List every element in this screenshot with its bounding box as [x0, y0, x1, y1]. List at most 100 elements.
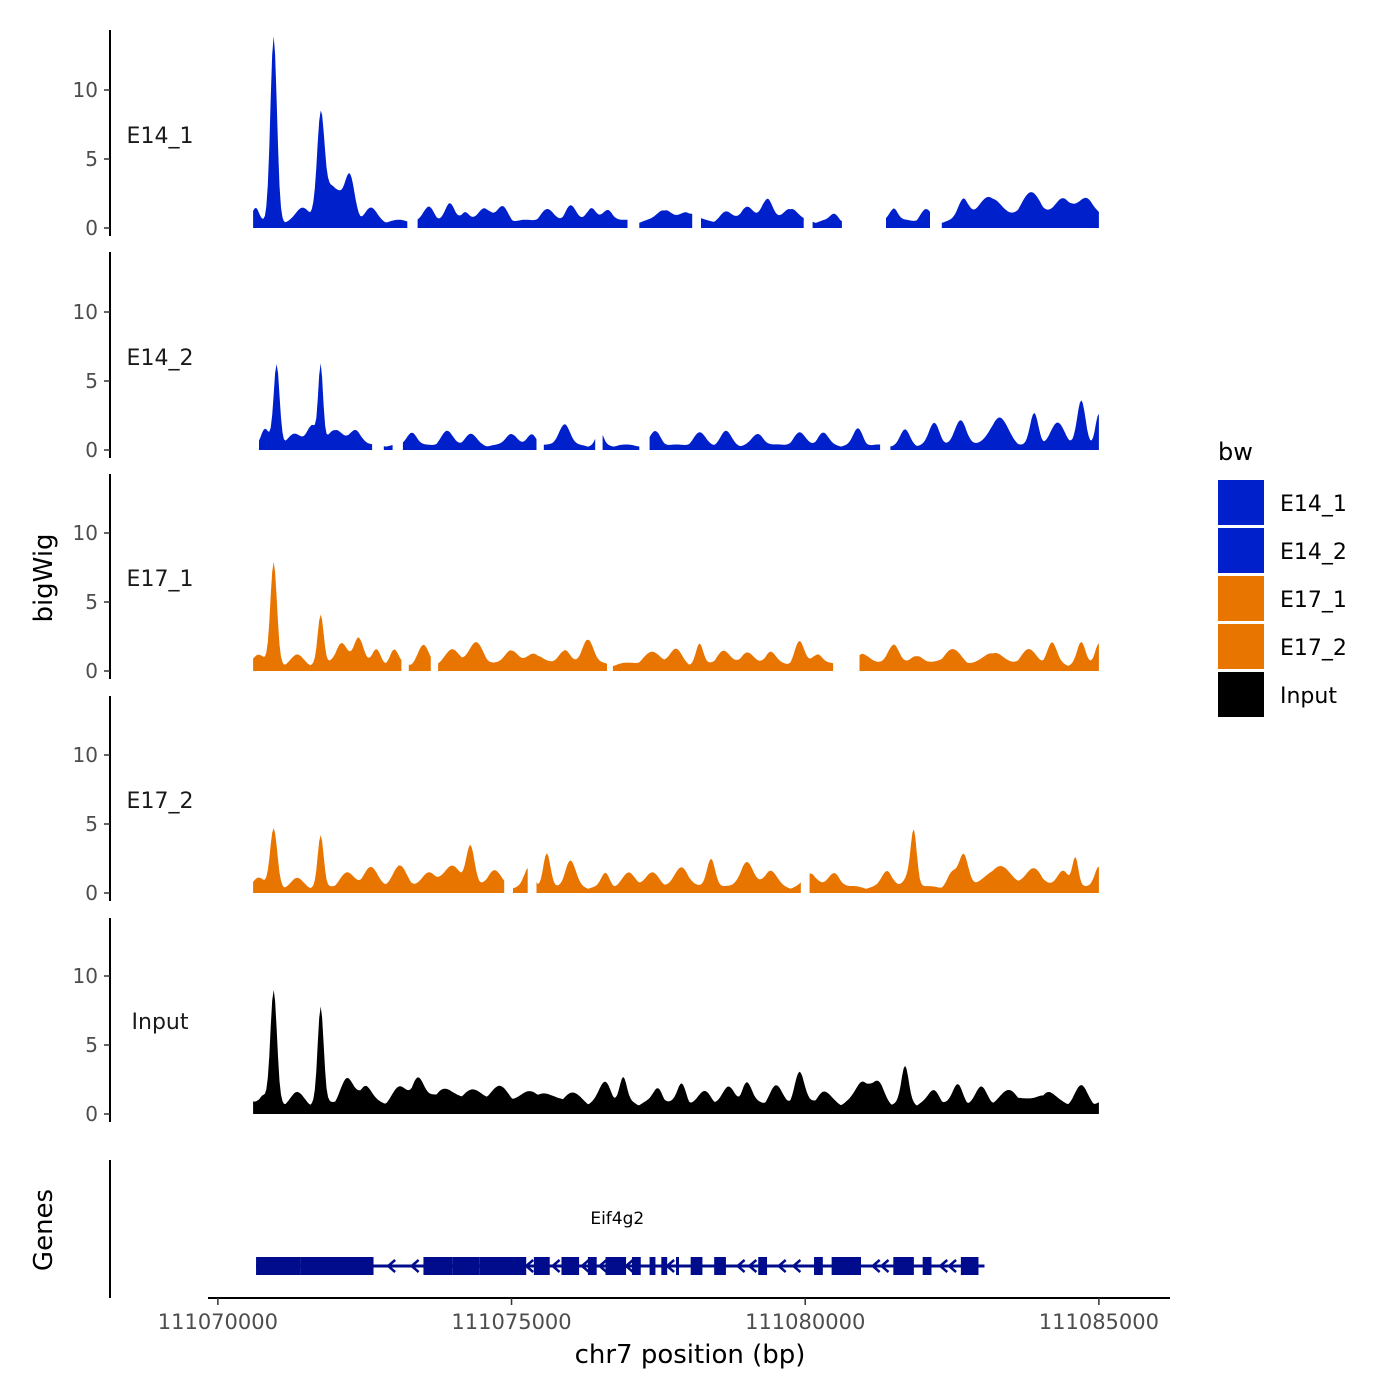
gene-exon [479, 1257, 515, 1275]
track-label: Input [132, 1010, 189, 1035]
gene-exon [533, 1257, 550, 1275]
strand-arrow [947, 1259, 957, 1273]
coverage-area [402, 430, 537, 450]
coverage-area [612, 641, 834, 671]
strand-arrow [776, 1259, 787, 1273]
y-tick-label: 0 [85, 1102, 98, 1126]
genes-axis-title: Genes [29, 1189, 59, 1271]
track-label: E17_2 [127, 789, 194, 814]
gene-exon [631, 1257, 641, 1275]
y-tick-label: 0 [85, 881, 98, 905]
track-e17-2: 0 5 10 E17_2 [73, 696, 1099, 905]
coverage-area [408, 644, 431, 671]
legend-label: Input [1280, 684, 1337, 709]
x-tick-label: 111075000 [451, 1310, 571, 1334]
strand-arrow [524, 1259, 534, 1273]
gene-exon [256, 1257, 301, 1275]
legend-swatch [1218, 576, 1264, 622]
legend-label: E17_2 [1280, 636, 1347, 661]
strand-arrow [550, 1259, 561, 1273]
x-tick-label: 111070000 [158, 1310, 278, 1334]
gene-exon [690, 1257, 703, 1275]
gene-exon [423, 1257, 453, 1275]
track-label: E17_1 [127, 567, 194, 592]
track-input: 0 5 10 Input [73, 918, 1099, 1126]
legend-title: bw [1218, 438, 1253, 466]
coverage-area [890, 400, 1099, 450]
coverage-area [639, 210, 693, 228]
coverage-area [809, 829, 1099, 893]
gene-exon [893, 1257, 914, 1275]
coverage-area [701, 198, 804, 228]
strand-arrow [870, 1259, 881, 1273]
gene-exon [300, 1257, 374, 1275]
gene-exon [452, 1257, 480, 1275]
strand-arrow [624, 1259, 634, 1273]
track-e17-1: 0 5 10 E17_1 [73, 474, 1099, 683]
gene-exon [831, 1257, 862, 1275]
strand-arrow [791, 1259, 802, 1273]
gene-exon [605, 1257, 627, 1275]
coverage-area [253, 36, 408, 229]
strand-arrow [597, 1259, 608, 1273]
legend-label: E14_2 [1280, 540, 1347, 565]
gene-exon [960, 1257, 979, 1275]
legend-label: E17_1 [1280, 588, 1347, 613]
gene-exon [758, 1257, 768, 1275]
gene-exon [814, 1257, 823, 1275]
legend-label: E14_1 [1280, 492, 1347, 517]
coverage-area [259, 363, 373, 450]
y-tick-label: 10 [73, 743, 98, 767]
gene-exon [676, 1257, 679, 1275]
y-axis-title: bigWig [29, 533, 59, 622]
gene-exon [514, 1257, 527, 1275]
y-tick-label: 5 [85, 1033, 98, 1057]
coverage-area [649, 428, 881, 450]
y-tick-label: 10 [73, 300, 98, 324]
x-axis-title: chr7 position (bp) [575, 1340, 806, 1370]
x-tick-label: 111085000 [1039, 1310, 1159, 1334]
gene-exon [714, 1257, 726, 1275]
y-tick-label: 5 [85, 590, 98, 614]
y-tick-label: 5 [85, 147, 98, 171]
y-tick-label: 0 [85, 659, 98, 683]
y-tick-label: 5 [85, 369, 98, 393]
y-tick-label: 10 [73, 521, 98, 545]
track-e14-1: 0 5 10 E14_1 [73, 30, 1099, 240]
strand-arrow [735, 1259, 746, 1273]
tracks-layer: 0 5 10 E14_1 0 5 10 E14_2 0 5 10 E17_1 0 5 10 E17_2 0 5 10… [73, 30, 1099, 1126]
strand-arrow [580, 1259, 590, 1273]
track-label: E14_2 [127, 346, 194, 371]
coverage-area [253, 989, 1099, 1114]
track-e14-2: 0 5 10 E14_2 [73, 252, 1099, 462]
coverage-area [941, 192, 1099, 228]
coverage-area [417, 203, 628, 228]
y-tick-label: 10 [73, 78, 98, 102]
legend: bw E14_1 E14_2 E17_1 E17_2 Input [1218, 438, 1347, 719]
gene-exon [922, 1257, 932, 1275]
coverage-area [886, 208, 930, 228]
y-tick-label: 5 [85, 812, 98, 836]
coverage-area [602, 434, 640, 450]
coverage-area [383, 445, 393, 450]
coverage-area [438, 639, 607, 671]
y-tick-label: 10 [73, 964, 98, 988]
x-tick-label: 111080000 [745, 1310, 865, 1334]
gene-exon [649, 1257, 656, 1275]
gene-exon [561, 1257, 580, 1275]
coverage-area [513, 867, 528, 893]
strand-arrow [386, 1259, 396, 1273]
strand-arrow [879, 1259, 890, 1273]
y-tick-label: 0 [85, 438, 98, 462]
x-axis: 111070000 111075000 111080000 111085000 [158, 1297, 1170, 1334]
coverage-area [536, 853, 801, 893]
strand-arrow [409, 1259, 420, 1273]
coverage-area [812, 213, 842, 228]
track-label: E14_1 [127, 124, 194, 149]
strand-arrow [747, 1259, 758, 1273]
strand-arrow [938, 1259, 949, 1273]
strand-arrow [665, 1259, 675, 1273]
coverage-area [253, 828, 505, 893]
